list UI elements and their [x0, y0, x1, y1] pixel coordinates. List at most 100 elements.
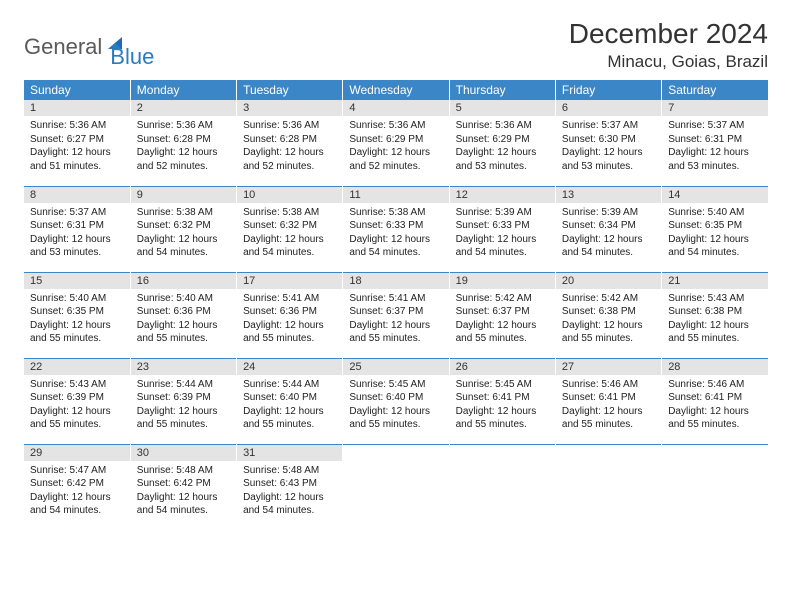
day-number: 6	[556, 100, 661, 116]
day-number: 17	[237, 273, 342, 289]
calendar-cell: 21Sunrise: 5:43 AMSunset: 6:38 PMDayligh…	[662, 272, 768, 358]
calendar-cell: 8Sunrise: 5:37 AMSunset: 6:31 PMDaylight…	[24, 186, 130, 272]
day-number: 4	[343, 100, 448, 116]
calendar-cell: 18Sunrise: 5:41 AMSunset: 6:37 PMDayligh…	[343, 272, 449, 358]
calendar-cell: 10Sunrise: 5:38 AMSunset: 6:32 PMDayligh…	[237, 186, 343, 272]
day-number: 5	[450, 100, 555, 116]
day-number: 28	[662, 359, 768, 375]
day-content: Sunrise: 5:44 AMSunset: 6:39 PMDaylight:…	[131, 375, 236, 436]
day-number: 3	[237, 100, 342, 116]
day-content: Sunrise: 5:36 AMSunset: 6:29 PMDaylight:…	[343, 116, 448, 177]
calendar-cell: 27Sunrise: 5:46 AMSunset: 6:41 PMDayligh…	[555, 358, 661, 444]
calendar-cell: 16Sunrise: 5:40 AMSunset: 6:36 PMDayligh…	[130, 272, 236, 358]
calendar-cell: 15Sunrise: 5:40 AMSunset: 6:35 PMDayligh…	[24, 272, 130, 358]
day-content: Sunrise: 5:40 AMSunset: 6:35 PMDaylight:…	[662, 203, 768, 264]
calendar-cell: 20Sunrise: 5:42 AMSunset: 6:38 PMDayligh…	[555, 272, 661, 358]
weekday-header: Monday	[130, 80, 236, 100]
day-number: 19	[450, 273, 555, 289]
calendar-cell: 1Sunrise: 5:36 AMSunset: 6:27 PMDaylight…	[24, 100, 130, 186]
day-number: 23	[131, 359, 236, 375]
day-number: 12	[450, 187, 555, 203]
day-content: Sunrise: 5:37 AMSunset: 6:31 PMDaylight:…	[24, 203, 130, 264]
location: Minacu, Goias, Brazil	[569, 52, 768, 72]
day-number: 2	[131, 100, 236, 116]
calendar-cell: 30Sunrise: 5:48 AMSunset: 6:42 PMDayligh…	[130, 444, 236, 530]
day-content: Sunrise: 5:41 AMSunset: 6:37 PMDaylight:…	[343, 289, 448, 350]
day-number: 31	[237, 445, 342, 461]
header-row: General Blue December 2024 Minacu, Goias…	[24, 18, 768, 72]
calendar-cell: 6Sunrise: 5:37 AMSunset: 6:30 PMDaylight…	[555, 100, 661, 186]
day-content: Sunrise: 5:43 AMSunset: 6:38 PMDaylight:…	[662, 289, 768, 350]
calendar-cell: 9Sunrise: 5:38 AMSunset: 6:32 PMDaylight…	[130, 186, 236, 272]
day-content: Sunrise: 5:40 AMSunset: 6:35 PMDaylight:…	[24, 289, 130, 350]
calendar-cell	[449, 444, 555, 530]
day-content: Sunrise: 5:39 AMSunset: 6:34 PMDaylight:…	[556, 203, 661, 264]
calendar-cell: 24Sunrise: 5:44 AMSunset: 6:40 PMDayligh…	[237, 358, 343, 444]
day-number: 7	[662, 100, 768, 116]
calendar-cell: 26Sunrise: 5:45 AMSunset: 6:41 PMDayligh…	[449, 358, 555, 444]
day-content: Sunrise: 5:45 AMSunset: 6:40 PMDaylight:…	[343, 375, 448, 436]
day-number: 27	[556, 359, 661, 375]
calendar-row: 22Sunrise: 5:43 AMSunset: 6:39 PMDayligh…	[24, 358, 768, 444]
day-number: 15	[24, 273, 130, 289]
day-number: 18	[343, 273, 448, 289]
day-content: Sunrise: 5:37 AMSunset: 6:31 PMDaylight:…	[662, 116, 768, 177]
day-content: Sunrise: 5:45 AMSunset: 6:41 PMDaylight:…	[450, 375, 555, 436]
weekday-header: Saturday	[662, 80, 768, 100]
weekday-header: Wednesday	[343, 80, 449, 100]
calendar-cell	[343, 444, 449, 530]
day-number: 20	[556, 273, 661, 289]
weekday-row: SundayMondayTuesdayWednesdayThursdayFrid…	[24, 80, 768, 100]
day-number: 13	[556, 187, 661, 203]
calendar-cell: 13Sunrise: 5:39 AMSunset: 6:34 PMDayligh…	[555, 186, 661, 272]
calendar-cell: 28Sunrise: 5:46 AMSunset: 6:41 PMDayligh…	[662, 358, 768, 444]
logo: General Blue	[24, 18, 154, 70]
day-number: 22	[24, 359, 130, 375]
logo-text-general: General	[24, 34, 102, 60]
day-content: Sunrise: 5:38 AMSunset: 6:32 PMDaylight:…	[131, 203, 236, 264]
calendar-thead: SundayMondayTuesdayWednesdayThursdayFrid…	[24, 80, 768, 100]
calendar-cell: 17Sunrise: 5:41 AMSunset: 6:36 PMDayligh…	[237, 272, 343, 358]
calendar-cell: 7Sunrise: 5:37 AMSunset: 6:31 PMDaylight…	[662, 100, 768, 186]
day-number: 25	[343, 359, 448, 375]
day-content: Sunrise: 5:39 AMSunset: 6:33 PMDaylight:…	[450, 203, 555, 264]
day-content: Sunrise: 5:36 AMSunset: 6:28 PMDaylight:…	[131, 116, 236, 177]
day-content: Sunrise: 5:40 AMSunset: 6:36 PMDaylight:…	[131, 289, 236, 350]
calendar-cell: 29Sunrise: 5:47 AMSunset: 6:42 PMDayligh…	[24, 444, 130, 530]
calendar-table: SundayMondayTuesdayWednesdayThursdayFrid…	[24, 80, 768, 530]
calendar-row: 8Sunrise: 5:37 AMSunset: 6:31 PMDaylight…	[24, 186, 768, 272]
logo-text-blue: Blue	[110, 44, 154, 70]
day-number: 8	[24, 187, 130, 203]
day-content: Sunrise: 5:48 AMSunset: 6:43 PMDaylight:…	[237, 461, 342, 522]
day-content: Sunrise: 5:36 AMSunset: 6:27 PMDaylight:…	[24, 116, 130, 177]
day-content: Sunrise: 5:38 AMSunset: 6:33 PMDaylight:…	[343, 203, 448, 264]
weekday-header: Thursday	[449, 80, 555, 100]
title-block: December 2024 Minacu, Goias, Brazil	[569, 18, 768, 72]
calendar-cell	[555, 444, 661, 530]
day-content: Sunrise: 5:44 AMSunset: 6:40 PMDaylight:…	[237, 375, 342, 436]
day-number: 9	[131, 187, 236, 203]
calendar-cell: 31Sunrise: 5:48 AMSunset: 6:43 PMDayligh…	[237, 444, 343, 530]
day-number: 16	[131, 273, 236, 289]
day-content: Sunrise: 5:46 AMSunset: 6:41 PMDaylight:…	[556, 375, 661, 436]
day-content: Sunrise: 5:41 AMSunset: 6:36 PMDaylight:…	[237, 289, 342, 350]
calendar-cell: 3Sunrise: 5:36 AMSunset: 6:28 PMDaylight…	[237, 100, 343, 186]
calendar-row: 15Sunrise: 5:40 AMSunset: 6:35 PMDayligh…	[24, 272, 768, 358]
day-content: Sunrise: 5:47 AMSunset: 6:42 PMDaylight:…	[24, 461, 130, 522]
day-number: 1	[24, 100, 130, 116]
month-title: December 2024	[569, 18, 768, 50]
calendar-cell: 11Sunrise: 5:38 AMSunset: 6:33 PMDayligh…	[343, 186, 449, 272]
calendar-cell	[662, 444, 768, 530]
day-content: Sunrise: 5:36 AMSunset: 6:28 PMDaylight:…	[237, 116, 342, 177]
calendar-cell: 2Sunrise: 5:36 AMSunset: 6:28 PMDaylight…	[130, 100, 236, 186]
day-content: Sunrise: 5:43 AMSunset: 6:39 PMDaylight:…	[24, 375, 130, 436]
day-content: Sunrise: 5:37 AMSunset: 6:30 PMDaylight:…	[556, 116, 661, 177]
day-number: 30	[131, 445, 236, 461]
calendar-cell: 23Sunrise: 5:44 AMSunset: 6:39 PMDayligh…	[130, 358, 236, 444]
day-number: 10	[237, 187, 342, 203]
weekday-header: Sunday	[24, 80, 130, 100]
calendar-cell: 14Sunrise: 5:40 AMSunset: 6:35 PMDayligh…	[662, 186, 768, 272]
calendar-cell: 19Sunrise: 5:42 AMSunset: 6:37 PMDayligh…	[449, 272, 555, 358]
day-content: Sunrise: 5:38 AMSunset: 6:32 PMDaylight:…	[237, 203, 342, 264]
day-content: Sunrise: 5:48 AMSunset: 6:42 PMDaylight:…	[131, 461, 236, 522]
